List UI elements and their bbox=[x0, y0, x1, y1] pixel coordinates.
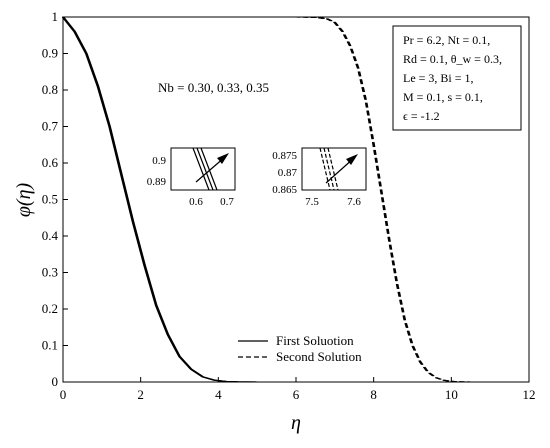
y-tick-label: 0.1 bbox=[42, 338, 58, 353]
inset1-ytick-0: 0.9 bbox=[152, 155, 166, 167]
inset-first-solution: 0.9 0.89 0.6 0.7 bbox=[147, 147, 236, 208]
y-tick-label: 0.3 bbox=[42, 265, 58, 280]
legend-label-first: First Soluotion bbox=[276, 333, 354, 348]
inset2-ytick-1: 0.87 bbox=[278, 167, 298, 179]
y-tick-label: 0.7 bbox=[42, 119, 59, 134]
inset-second-solution: 0.875 0.87 0.865 7.5 7.6 bbox=[272, 147, 367, 208]
param-line-1: Pr = 6.2, Nt = 0.1, bbox=[403, 33, 490, 47]
param-line-2: Rd = 0.1, θ_w = 0.3, bbox=[403, 52, 502, 66]
param-line-4: M = 0.1, s = 0.1, bbox=[403, 90, 483, 104]
y-axis-title: φ(η) bbox=[13, 183, 35, 218]
x-tick-label: 4 bbox=[215, 387, 222, 402]
y-axis-ticks: 0 0.1 0.2 0.3 0.4 0.5 0.6 0.7 0.8 0.9 1 bbox=[42, 9, 68, 389]
x-tick-label: 6 bbox=[293, 387, 300, 402]
second-solution-curve-nb-0.33 bbox=[63, 16, 529, 383]
inset1-ytick-1: 0.89 bbox=[147, 176, 167, 188]
y-tick-label: 0.9 bbox=[42, 46, 58, 61]
second-solution-curve-nb-0.30 bbox=[62, 16, 529, 383]
inset1-xtick-0: 0.6 bbox=[189, 196, 203, 208]
inset2-ytick-2: 0.865 bbox=[272, 184, 297, 196]
param-line-3: Le = 3, Bi = 1, bbox=[403, 71, 474, 85]
y-tick-label: 0 bbox=[52, 374, 59, 389]
x-tick-label: 2 bbox=[137, 387, 144, 402]
inset2-ytick-0: 0.875 bbox=[272, 150, 297, 162]
y-tick-label: 0.4 bbox=[42, 228, 59, 243]
x-tick-label: 0 bbox=[60, 387, 67, 402]
y-tick-label: 0.6 bbox=[42, 155, 59, 170]
inset2-xtick-0: 7.5 bbox=[305, 196, 319, 208]
series-layer bbox=[61, 16, 529, 383]
nb-annotation: Nb = 0.30, 0.33, 0.35 bbox=[158, 80, 269, 95]
y-tick-label: 0.2 bbox=[42, 301, 58, 316]
second-solution-curve-nb-0.35 bbox=[63, 16, 529, 383]
x-tick-label: 8 bbox=[370, 387, 377, 402]
param-line-5: ϵ = -1.2 bbox=[403, 109, 440, 123]
x-axis-ticks: 0 2 4 6 8 10 12 bbox=[60, 377, 536, 402]
y-tick-label: 0.5 bbox=[42, 192, 58, 207]
x-tick-label: 10 bbox=[445, 387, 458, 402]
y-tick-label: 0.8 bbox=[42, 82, 58, 97]
inset1-xtick-1: 0.7 bbox=[220, 196, 234, 208]
legend-label-second: Second Solution bbox=[276, 349, 362, 364]
y-tick-label: 1 bbox=[52, 9, 59, 24]
legend: First Soluotion Second Solution bbox=[238, 333, 362, 364]
x-axis-title: η bbox=[291, 412, 301, 434]
parameter-box: Pr = 6.2, Nt = 0.1, Rd = 0.1, θ_w = 0.3,… bbox=[392, 25, 522, 131]
first-solution-curve-nb-0.35 bbox=[63, 16, 529, 383]
x-tick-label: 12 bbox=[523, 387, 536, 402]
inset2-xtick-1: 7.6 bbox=[347, 196, 361, 208]
